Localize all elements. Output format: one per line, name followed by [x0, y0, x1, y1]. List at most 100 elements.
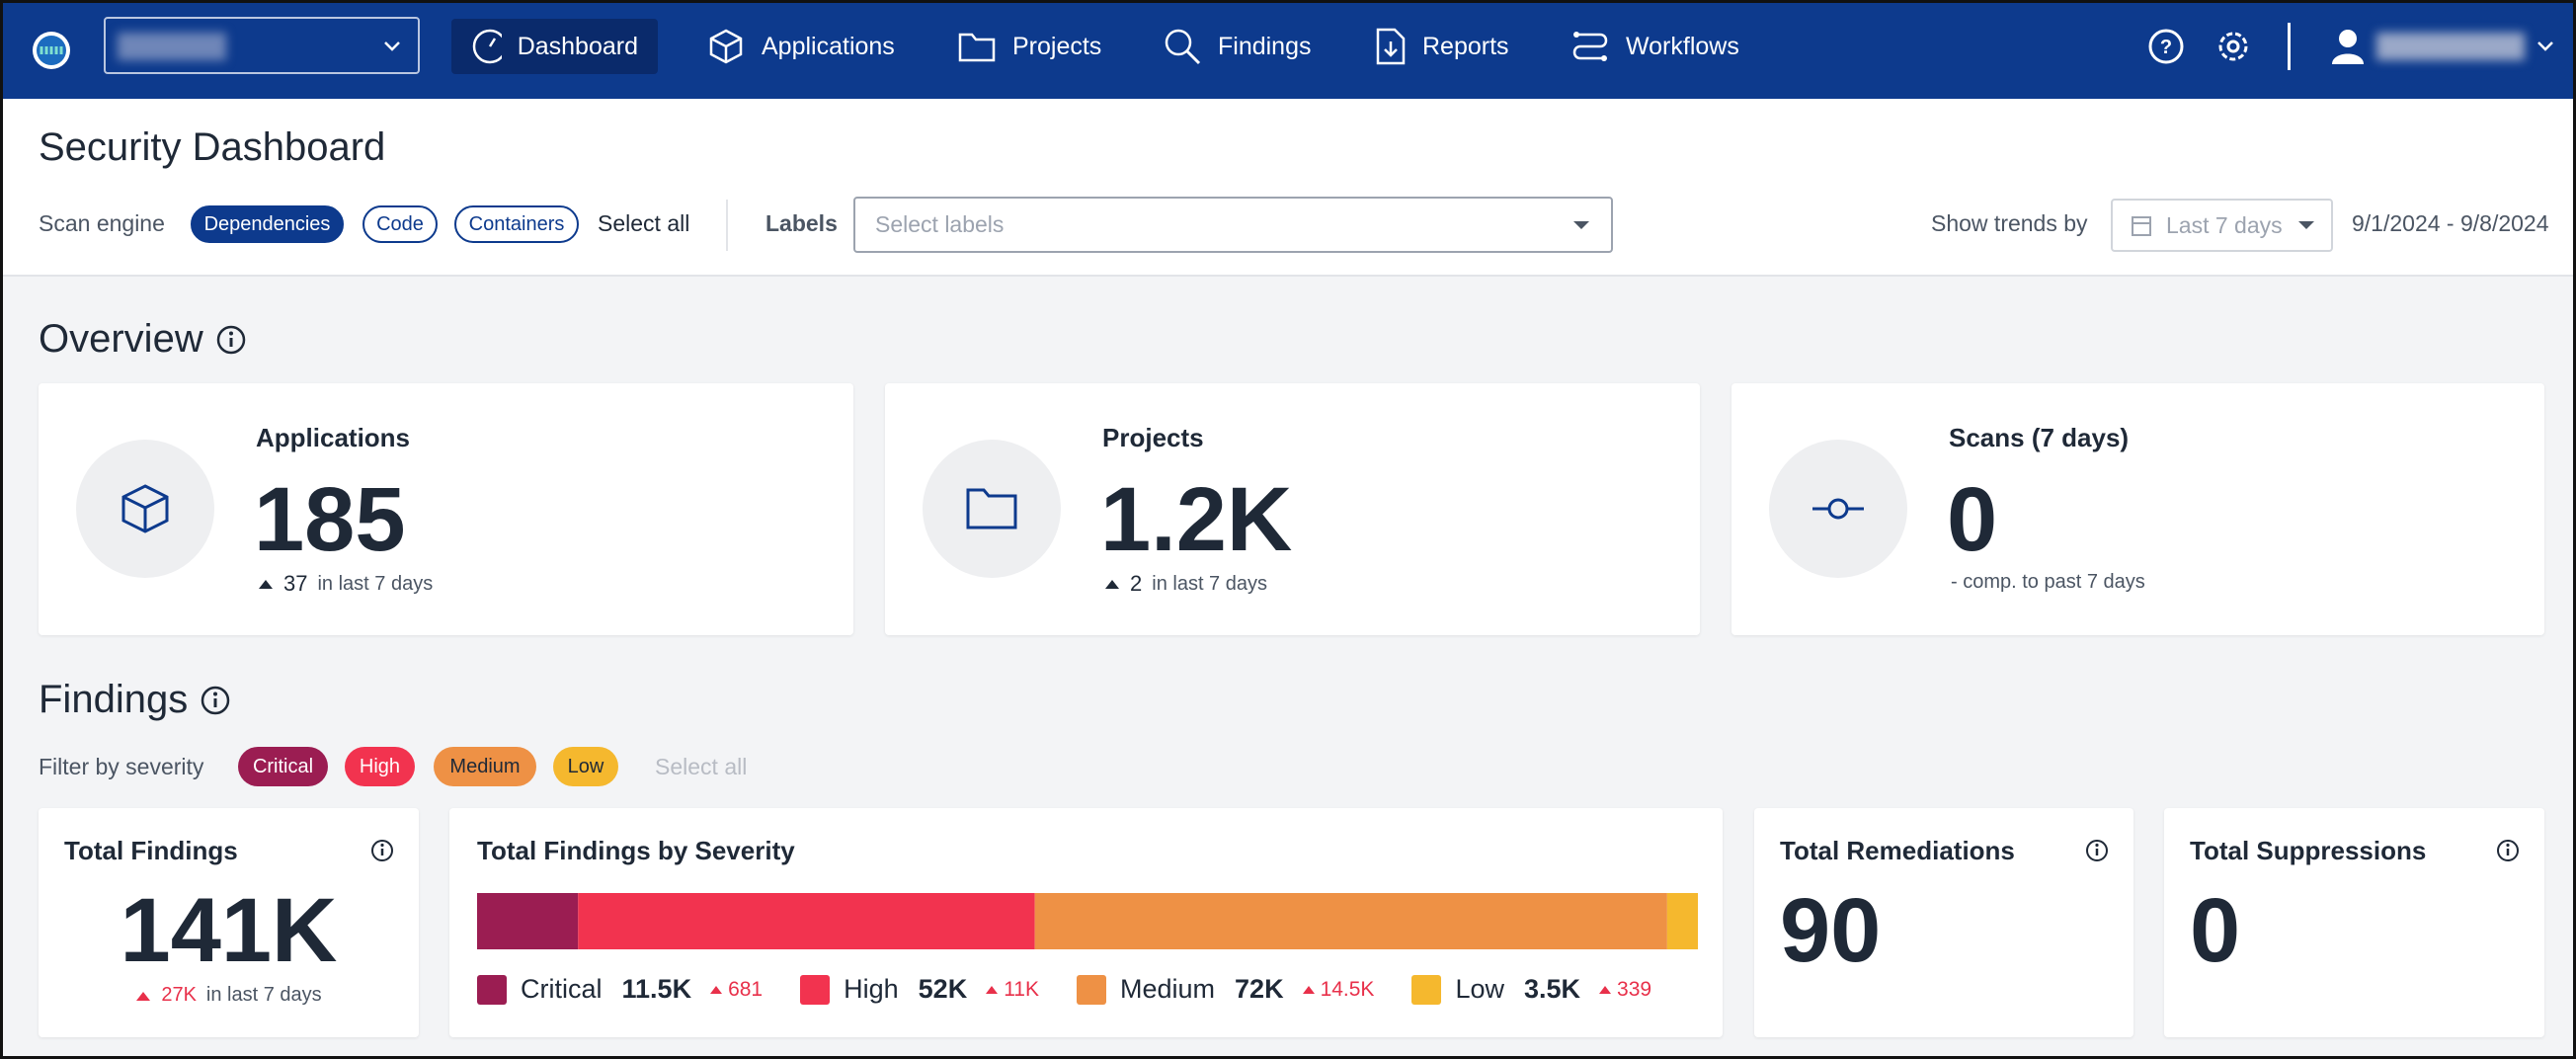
legend-value: 72K [1235, 974, 1284, 1004]
info-icon[interactable] [215, 324, 247, 356]
overview-card: Scans (7 days) 0 - comp. to past 7 days [1731, 383, 2544, 635]
legend-swatch [1077, 974, 1106, 1005]
user-icon[interactable] [2330, 27, 2366, 66]
up-arrow [710, 985, 723, 994]
overview-card: Projects 1.2K 2 in last 7 days [885, 383, 1700, 635]
legend-value: 52K [918, 974, 968, 1004]
section-title: Findings [39, 678, 189, 721]
icon-circle [923, 440, 1061, 578]
labels-label: Labels [765, 210, 838, 236]
suppressions-card: Total Suppressions 0 [2164, 808, 2544, 1037]
nav-applications[interactable]: Applications [686, 19, 915, 74]
date-range: 9/1/2024 - 9/8/2024 [2352, 210, 2549, 236]
card-title: Applications [256, 423, 411, 452]
card-title: Projects [1102, 423, 1204, 452]
icon [1165, 29, 1201, 65]
select-all[interactable]: Select all [598, 210, 690, 236]
severity-chip[interactable]: Medium [434, 747, 536, 786]
legend-swatch [477, 974, 507, 1005]
overview-card: Applications 185 37 in last 7 days [39, 383, 853, 635]
section-title: Overview [39, 317, 203, 361]
engine-chip[interactable]: Code [362, 205, 438, 243]
severity-chip[interactable]: High [345, 747, 415, 786]
change: 339 [1617, 977, 1652, 1001]
legend-swatch [800, 974, 831, 1005]
engine-chip[interactable]: Containers [454, 205, 579, 243]
card-change: 37 in last 7 days [258, 571, 433, 597]
nav-label: Projects [1012, 32, 1102, 60]
legend-value: 11.5K [621, 974, 692, 1004]
page-header: Security Dashboard Scan engine Dependenc… [3, 99, 2573, 277]
period-select[interactable]: Last 7 days [2111, 199, 2333, 252]
change: 681 [728, 977, 764, 1001]
info-icon[interactable] [369, 838, 395, 863]
severity-chip[interactable]: Critical [238, 747, 328, 786]
help-button[interactable]: ? [2146, 27, 2186, 66]
filter-label: Filter by severity [39, 754, 204, 779]
nav-workflows[interactable]: Workflows [1551, 19, 1759, 74]
nav-reports[interactable]: Reports [1355, 19, 1529, 74]
change: 37 [283, 571, 308, 596]
trends-label: Show trends by [1931, 210, 2088, 236]
legend-item[interactable]: High 52K 11K [800, 974, 1039, 1005]
legend-item[interactable]: Low 3.5K 339 [1411, 974, 1651, 1005]
legend-name: Critical [521, 974, 603, 1004]
org-select[interactable] [104, 17, 420, 74]
nav-label: Applications [762, 32, 895, 60]
card-title: Scans (7 days) [1949, 423, 2130, 452]
nav-label: Dashboard [517, 32, 638, 60]
commit-icon [1812, 498, 1864, 520]
info-icon[interactable] [2495, 838, 2521, 863]
card-change: 27K in last 7 days [39, 984, 419, 1007]
top-nav: Dashboard Applications Projects Findings… [3, 3, 2573, 99]
up-arrow [259, 580, 273, 589]
up-arrow [1302, 985, 1315, 994]
nav-label: Reports [1422, 32, 1509, 60]
note: in last 7 days [1152, 572, 1267, 595]
legend-change: 681 [709, 978, 763, 1002]
change: 2 [1130, 571, 1143, 596]
legend-item[interactable]: Medium 72K 14.5K [1077, 974, 1374, 1005]
nav-label: Workflows [1626, 32, 1739, 60]
chevron [384, 41, 400, 51]
settings-button[interactable] [2214, 27, 2253, 66]
change: 14.5K [1320, 977, 1375, 1001]
severity-segment [578, 893, 1035, 949]
scan-engine-label: Scan engine [39, 210, 165, 236]
nav-dashboard[interactable]: Dashboard [451, 19, 658, 74]
nav-projects[interactable]: Projects [937, 19, 1121, 74]
page-title: Security Dashboard [39, 125, 386, 169]
info-icon[interactable] [200, 685, 231, 716]
change: 27K [161, 984, 197, 1006]
findings-heading: Findings [39, 678, 231, 722]
legend-change: 14.5K [1302, 977, 1375, 1002]
card-title: Total Remediations [1780, 836, 2015, 865]
up-arrow [1599, 985, 1612, 994]
icon [709, 29, 743, 64]
engine-chip[interactable]: Dependencies [191, 205, 344, 243]
card-value: 141K [120, 880, 338, 981]
nav-findings[interactable]: Findings [1143, 19, 1331, 74]
icon [1376, 28, 1406, 65]
labels-select[interactable]: Select labels [853, 197, 1613, 253]
note: in last 7 days [205, 984, 322, 1006]
legend-name: High [844, 974, 899, 1004]
chevron[interactable] [2536, 39, 2555, 54]
legend-value: 3.5K [1523, 974, 1581, 1004]
remediations-card: Total Remediations 90 [1754, 808, 2133, 1037]
legend-item[interactable]: Critical 11.5K 681 [477, 974, 763, 1005]
up-arrow [1105, 580, 1119, 589]
period: Last 7 days [2166, 211, 2283, 238]
svg-text:?: ? [2160, 37, 2172, 58]
legend-swatch [1411, 974, 1442, 1005]
severity-segment [477, 893, 579, 949]
severity-chip[interactable]: Low [553, 747, 618, 786]
select-all[interactable]: Select all [655, 754, 748, 779]
total-card: Total Findings 141K 27K in last 7 days [39, 808, 419, 1037]
card-value: 185 [254, 469, 406, 570]
info-icon[interactable] [2084, 838, 2110, 863]
severity-segment [1666, 893, 1698, 949]
legend-change: 339 [1598, 978, 1651, 1002]
icon [958, 33, 996, 62]
